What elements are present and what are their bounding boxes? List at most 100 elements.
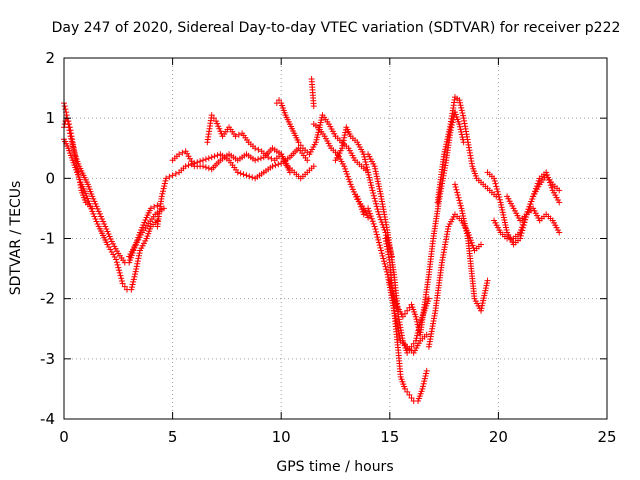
trace-a-marker <box>94 205 101 212</box>
trace-a-marker <box>103 225 110 232</box>
y-tick-label: -2 <box>40 290 55 308</box>
trace-e-marker <box>205 155 212 162</box>
trace-j-marker <box>368 184 375 191</box>
trace-m-marker <box>408 394 415 401</box>
trace-q-marker <box>462 225 469 232</box>
trace-k-point <box>371 223 378 230</box>
trace-l-marker <box>374 178 381 185</box>
trace-i-marker <box>344 173 351 180</box>
trace-l-marker <box>410 340 417 347</box>
trace-h-point <box>276 97 283 104</box>
trace-m-marker <box>421 378 428 385</box>
trace-t-point <box>523 211 530 218</box>
trace-q-marker <box>482 285 489 292</box>
trace-j-marker <box>371 195 378 202</box>
trace-j-marker <box>366 177 373 184</box>
trace-p-point <box>441 151 448 158</box>
trace-b-marker <box>128 284 135 291</box>
trace-l-marker <box>372 168 379 175</box>
trace-t-marker <box>527 201 534 208</box>
trace-q-marker <box>452 184 459 191</box>
trace-a-marker <box>61 103 68 110</box>
trace-j-marker <box>340 139 347 146</box>
trace-b-marker <box>132 271 139 278</box>
data-points <box>61 76 563 404</box>
trace-m-marker <box>422 373 429 380</box>
trace-n-marker <box>402 310 409 317</box>
trace-e-point <box>234 169 241 176</box>
trace-k-marker <box>380 255 387 262</box>
trace-r-point <box>497 199 504 206</box>
trace-f-marker <box>205 165 212 172</box>
trace-b-marker <box>105 244 112 251</box>
trace-f-point <box>182 148 189 155</box>
trace-a-marker <box>96 210 103 217</box>
trace-j-marker <box>341 134 348 141</box>
trace-b-marker <box>121 283 128 290</box>
trace-j-point <box>339 145 346 152</box>
trace-t-point <box>556 187 563 194</box>
trace-q-point <box>484 277 491 284</box>
trace-b-marker <box>135 255 142 262</box>
trace-q-point <box>458 205 465 212</box>
trace-n-marker <box>457 126 464 133</box>
trace-a-marker <box>141 219 148 226</box>
trace-q-marker <box>481 292 488 299</box>
trace-i-marker <box>342 165 349 172</box>
trace-b-marker <box>133 265 140 272</box>
trace-r-marker <box>503 226 510 233</box>
trace-n-marker <box>391 296 398 303</box>
trace-p-point <box>456 97 463 104</box>
trace-e-marker <box>275 161 282 168</box>
trace-s-marker <box>519 221 526 228</box>
trace-g-point <box>310 163 317 170</box>
trace-o-marker <box>470 244 477 251</box>
trace-a-marker <box>142 216 149 223</box>
trace-s-marker <box>518 226 525 233</box>
trace-l-marker <box>373 173 380 180</box>
trace-j-marker <box>366 174 373 181</box>
trace-l-point <box>371 163 378 170</box>
trace-a-marker <box>91 198 98 205</box>
trace-b-marker <box>116 267 123 274</box>
trace-g-point <box>265 154 272 161</box>
trace-u-point <box>310 103 317 110</box>
trace-k-marker <box>357 203 364 210</box>
trace-e-marker <box>166 173 173 180</box>
trace-i-marker <box>346 178 353 185</box>
trace-c-marker <box>68 133 75 140</box>
trace-f-marker <box>257 155 264 162</box>
trace-g-marker <box>255 146 262 153</box>
trace-c-marker <box>68 130 75 137</box>
trace-q-marker <box>455 194 462 201</box>
trace-q-marker <box>479 302 486 309</box>
trace-j-point <box>369 187 376 194</box>
trace-r-point <box>556 199 563 206</box>
trace-b-marker <box>90 210 97 217</box>
trace-f-marker <box>186 155 193 162</box>
trace-c-point <box>89 205 96 212</box>
trace-e-point <box>182 163 189 170</box>
trace-n-marker <box>392 299 399 306</box>
trace-k-marker <box>375 239 382 246</box>
trace-t-marker <box>525 206 532 213</box>
trace-k-marker <box>381 258 388 265</box>
trace-j-marker <box>361 156 368 163</box>
trace-g-point <box>232 133 239 140</box>
trace-n-marker <box>387 280 394 287</box>
trace-e-marker <box>172 170 179 177</box>
trace-b-marker <box>113 259 120 266</box>
y-tick-label: 0 <box>45 169 55 187</box>
trace-j-point <box>365 169 372 176</box>
trace-e-point <box>269 163 276 170</box>
trace-c-marker <box>66 121 73 128</box>
trace-n-marker <box>406 304 413 311</box>
trace-q-marker <box>482 287 489 294</box>
trace-e-point <box>169 172 176 179</box>
trace-q-marker <box>454 192 461 199</box>
trace-q-marker <box>460 212 467 219</box>
trace-f-marker <box>202 164 209 171</box>
trace-m-marker <box>420 383 427 390</box>
x-tick-label: 10 <box>272 428 291 446</box>
trace-j-marker <box>374 206 381 213</box>
